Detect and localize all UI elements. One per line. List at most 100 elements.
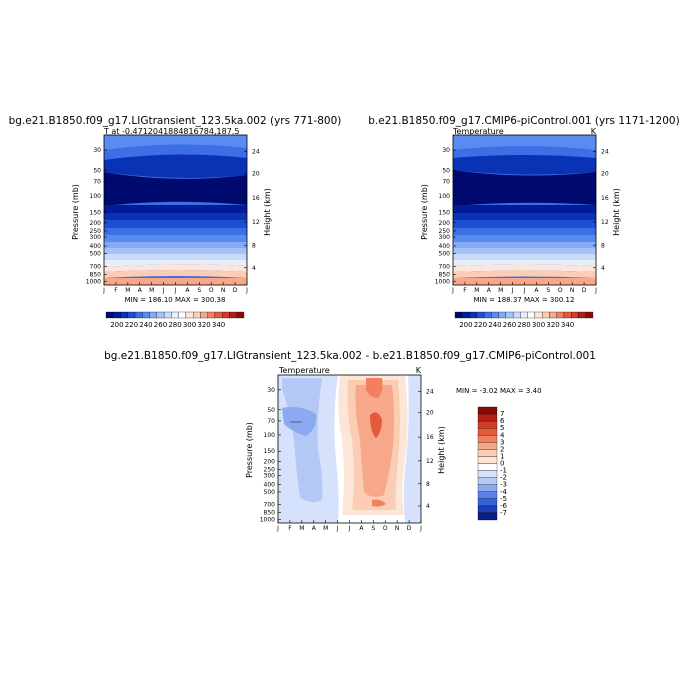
colorbar-swatch bbox=[229, 311, 237, 319]
month-tick-label: A bbox=[487, 287, 492, 294]
colorbar-swatch bbox=[477, 435, 498, 443]
panel-picontrol: b.e21.B1850.f09_g17.CMIP6-piControl.001 … bbox=[368, 115, 679, 329]
colorbar-label: 2 bbox=[500, 445, 504, 453]
month-tick-label: J bbox=[102, 287, 105, 294]
colorbar-label: 220 bbox=[474, 321, 487, 329]
pressure-tick-label: 300 bbox=[264, 473, 276, 480]
panel-lig: bg.e21.B1850.f09_g17.LIGtransient_123.5k… bbox=[9, 115, 342, 329]
colorbar-label: 340 bbox=[561, 321, 574, 329]
colorbar-swatch bbox=[454, 311, 463, 319]
colorbar-swatch bbox=[563, 311, 572, 319]
month-tick-label: O bbox=[383, 525, 388, 532]
colorbar-swatch bbox=[483, 311, 492, 319]
panel-lig-stats: MIN = 186.10 MAX = 300.38 bbox=[125, 296, 226, 304]
band-fill bbox=[104, 235, 247, 242]
panel-difference-title: bg.e21.B1850.f09_g17.LIGtransient_123.5k… bbox=[104, 350, 596, 362]
colorbar-swatch bbox=[214, 311, 223, 319]
colorbar-label: 280 bbox=[517, 321, 530, 329]
band-fill bbox=[366, 378, 383, 398]
pressure-tick-label: 150 bbox=[90, 209, 102, 216]
height-tick-label: 4 bbox=[601, 265, 605, 272]
month-tick-label: A bbox=[312, 525, 317, 532]
pressure-tick-label: 850 bbox=[264, 510, 276, 517]
colorbar-swatch bbox=[477, 505, 498, 514]
band-fill bbox=[453, 260, 596, 266]
colorbar-swatch bbox=[462, 311, 470, 319]
colorbar-swatch bbox=[477, 406, 498, 415]
colorbar-swatch bbox=[113, 311, 121, 319]
pressure-tick-label: 500 bbox=[264, 489, 276, 496]
pressure-tick-label: 850 bbox=[90, 272, 102, 279]
colorbar-swatch bbox=[200, 311, 208, 319]
height-tick-label: 12 bbox=[426, 458, 434, 465]
colorbar-swatch bbox=[178, 311, 187, 319]
colorbar-label: 200 bbox=[459, 321, 472, 329]
pressure-tick-label: 1000 bbox=[435, 278, 450, 285]
height-tick-label: 20 bbox=[252, 170, 260, 177]
band-fill bbox=[453, 170, 596, 206]
pressure-tick-label: 50 bbox=[93, 167, 101, 174]
pressure-tick-label: 300 bbox=[90, 234, 102, 241]
band-fill bbox=[453, 254, 596, 260]
height-tick-label: 12 bbox=[252, 219, 260, 226]
panel-picontrol-subtitle: Temperature bbox=[452, 127, 504, 136]
band-fill bbox=[453, 135, 596, 150]
colorbar-swatch bbox=[527, 311, 536, 319]
colorbar-label: 6 bbox=[500, 417, 505, 425]
colorbar-swatch bbox=[477, 491, 498, 499]
colorbar-label: 300 bbox=[183, 321, 196, 329]
height-tick-label: 24 bbox=[601, 149, 609, 156]
colorbar-swatch bbox=[185, 311, 194, 319]
colorbar-swatch bbox=[105, 311, 114, 319]
band-fill bbox=[104, 154, 247, 178]
colorbar-label: -4 bbox=[500, 488, 508, 496]
month-tick-label: J bbox=[419, 525, 422, 532]
band-fill bbox=[453, 264, 596, 272]
pressure-tick-label: 300 bbox=[439, 234, 451, 241]
month-tick-label: O bbox=[558, 287, 563, 294]
pressure-tick-label: 100 bbox=[264, 432, 276, 439]
colorbar-label: 200 bbox=[110, 321, 123, 329]
colorbar-label: 340 bbox=[212, 321, 225, 329]
panel-difference: bg.e21.B1850.f09_g17.LIGtransient_123.5k… bbox=[104, 350, 596, 532]
panel-difference-field bbox=[278, 375, 421, 523]
height-tick-label: 16 bbox=[252, 195, 260, 202]
height-tick-label: 8 bbox=[252, 242, 256, 249]
colorbar-swatch bbox=[477, 484, 498, 492]
month-tick-label: N bbox=[221, 287, 226, 294]
colorbar-swatch bbox=[571, 311, 579, 319]
band-fill bbox=[282, 406, 317, 436]
pressure-tick-label: 50 bbox=[442, 167, 450, 174]
band-fill bbox=[104, 213, 247, 220]
band-fill bbox=[104, 254, 247, 260]
month-tick-label: M bbox=[323, 525, 328, 532]
colorbar-swatch bbox=[520, 311, 528, 319]
panel-difference-ylabel-right: Height (km) bbox=[437, 426, 446, 474]
month-tick-label: J bbox=[594, 287, 597, 294]
month-tick-label: S bbox=[197, 287, 201, 294]
colorbar-swatch bbox=[585, 311, 594, 319]
pressure-tick-label: 150 bbox=[439, 209, 451, 216]
pressure-tick-label: 250 bbox=[439, 228, 451, 235]
pressure-tick-label: 400 bbox=[264, 482, 276, 489]
month-tick-label: A bbox=[138, 287, 143, 294]
colorbar-label: 5 bbox=[500, 424, 504, 432]
pressure-tick-label: 200 bbox=[264, 459, 276, 466]
pressure-tick-label: 1000 bbox=[86, 278, 101, 285]
colorbar-swatch bbox=[149, 311, 157, 319]
panel-lig-title: bg.e21.B1850.f09_g17.LIGtransient_123.5k… bbox=[9, 115, 342, 127]
month-tick-label: M bbox=[474, 287, 479, 294]
colorbar-label: 3 bbox=[500, 438, 504, 446]
colorbar-swatch bbox=[127, 311, 136, 319]
band-fill bbox=[104, 278, 247, 285]
month-tick-label: F bbox=[463, 287, 467, 294]
colorbar-label: 260 bbox=[154, 321, 167, 329]
colorbar-swatch bbox=[477, 449, 498, 457]
height-tick-label: 8 bbox=[426, 481, 430, 488]
colorbar-swatch bbox=[163, 311, 172, 319]
pressure-tick-label: 70 bbox=[267, 418, 275, 425]
colorbar-swatch bbox=[477, 420, 498, 429]
band-fill bbox=[104, 270, 247, 278]
month-tick-label: A bbox=[359, 525, 364, 532]
band-fill bbox=[453, 155, 596, 175]
